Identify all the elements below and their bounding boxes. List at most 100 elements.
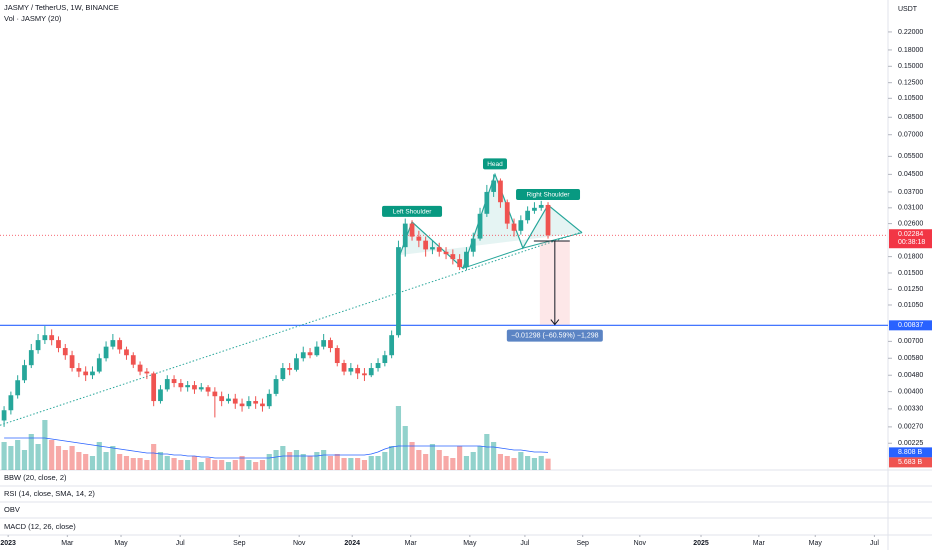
candle-body [375,363,381,369]
volume-bar [463,456,470,470]
volume-label-box [889,457,932,468]
volume-bar [375,456,381,470]
volume-bar [314,452,320,470]
volume-bar [416,450,422,470]
volume-bar [361,460,368,470]
pane-label: OBV [4,505,20,514]
volume-bar [443,456,449,470]
volume-bar [110,446,116,470]
y-tick-label: 0.01500 [898,270,923,277]
support-label-box [889,320,932,331]
volume-bar [497,454,504,470]
candle-body [205,387,211,392]
volume-bar [389,446,395,470]
volume-bar [259,460,266,470]
volume-bar [280,446,286,470]
volume-legend: Vol · JASMY (20) [4,14,62,23]
volume-label: 5.683 B [898,459,922,466]
volume-bar [355,458,361,470]
volume-bar [484,434,490,470]
volume-bar [436,450,442,470]
volume-bar [327,456,334,470]
candle-body [321,340,327,347]
currency: USDT [898,6,918,13]
candle-body [402,223,408,248]
volume-bar [368,456,374,470]
volume-bar [185,460,191,470]
y-tick-label: 0.04500 [898,171,923,178]
volume-bar [531,458,538,470]
x-tick-label: Mar [61,540,74,547]
volume-bar [334,454,340,470]
volume-bar [164,456,170,470]
candle-body [28,350,34,366]
volume-bar [35,444,41,470]
x-tick-label: Jul [176,540,185,547]
volume-bar [477,446,483,470]
candle-body [185,385,191,388]
candle-body [253,401,259,404]
candle-body [504,202,510,224]
volume-bar [321,450,327,470]
y-tick-label: 0.01250 [898,286,923,293]
x-tick-label: Sep [233,540,246,547]
candle-body [273,379,279,394]
volume-bar [28,434,34,470]
volume-bar [525,456,531,470]
candle-body [260,403,265,407]
candle-body [178,383,184,388]
candle-body [69,355,75,369]
pane-label: RSI (14, close, SMA, 14, 2) [4,489,95,498]
y-tick-label: 0.01800 [898,253,923,260]
candle-body [396,247,401,336]
y-tick-label: 0.00225 [898,440,923,447]
candle-body [35,340,41,351]
volume-bar [307,456,313,470]
volume-bar [511,458,517,470]
candle-body [416,236,422,241]
candle-body [362,373,367,376]
candle-body [511,223,517,231]
volume-bar [21,450,28,470]
y-tick-label: 0.03700 [898,189,923,196]
candle-body [525,210,531,221]
y-tick-label: 0.03100 [898,205,923,212]
candle-body [287,368,293,370]
volume-bar [212,460,218,470]
candle-body [389,335,395,356]
volume-bar [69,446,75,470]
candle-body [491,180,497,192]
candle-body [124,349,129,356]
volume-bar [423,454,429,470]
y-tick-label: 0.18000 [898,47,923,54]
candle-body [294,358,299,370]
candle-body [130,355,136,365]
volume-bar [246,460,252,470]
candle-body [545,204,551,236]
candle-body [532,207,537,211]
y-tick-label: 0.10500 [898,95,923,102]
volume-bar [348,458,354,470]
candle-body [430,247,435,250]
symbol-title: JASMY / TetherUS, 1W, BINANCE [4,3,119,12]
candle-body [137,364,143,372]
support-label: 0.00837 [898,322,923,329]
candle-body [164,379,170,390]
volume-bar [450,458,456,470]
volume-bar [491,442,497,470]
candle-body [328,340,333,349]
candle-body [62,348,68,356]
pattern-label: Right Shoulder [527,192,571,199]
y-tick-label: 0.15000 [898,63,923,70]
pattern-neckline [462,232,583,269]
volume-bar [191,456,198,470]
candle-body [457,259,463,268]
candle-body [56,340,61,349]
candle-body [341,363,347,372]
x-tick-label: Nov [293,540,306,547]
volume-bar [395,406,402,470]
candle-body [96,358,102,372]
candle-body [232,398,238,404]
candle-body [212,391,218,397]
